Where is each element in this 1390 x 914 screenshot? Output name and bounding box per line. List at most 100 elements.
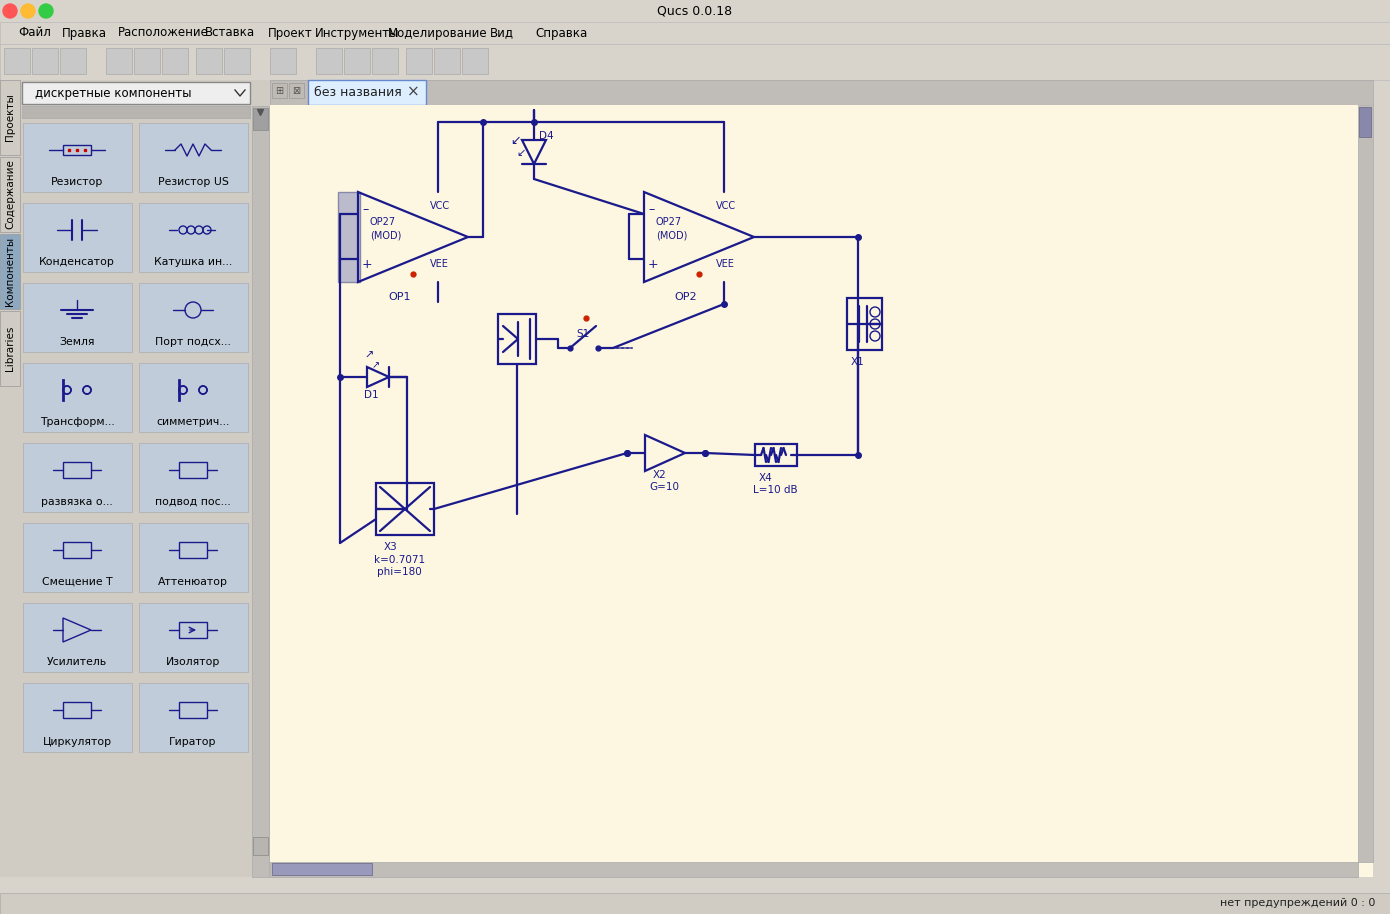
Bar [755, 444, 796, 466]
Bar [179, 702, 207, 718]
Text: Вид: Вид [491, 27, 514, 39]
Text: Трансформ...: Трансформ... [40, 417, 114, 427]
Bar [179, 462, 207, 478]
Text: ↗: ↗ [373, 360, 379, 370]
Text: X2: X2 [653, 470, 667, 480]
Bar [289, 83, 304, 98]
Bar [1358, 105, 1373, 862]
Bar [24, 283, 132, 352]
Text: D1: D1 [364, 390, 378, 400]
Bar [139, 683, 247, 752]
Bar [0, 22, 1390, 44]
Bar [24, 443, 132, 512]
Bar [434, 48, 460, 74]
Circle shape [39, 4, 53, 18]
Text: OP27: OP27 [370, 217, 396, 227]
Text: Усилитель: Усилитель [47, 657, 107, 667]
Bar [106, 48, 132, 74]
Circle shape [21, 4, 35, 18]
Bar [196, 48, 222, 74]
Text: VCC: VCC [430, 201, 450, 211]
Text: ⊞: ⊞ [275, 86, 284, 96]
Bar [179, 542, 207, 558]
Bar [139, 363, 247, 432]
Text: Резистор US: Резистор US [157, 177, 228, 187]
Text: Циркулятор: Циркулятор [43, 737, 111, 747]
Bar [406, 48, 432, 74]
Text: подвод пос...: подвод пос... [156, 497, 231, 507]
Bar [24, 523, 132, 592]
Bar [461, 48, 488, 74]
Text: Содержание: Содержание [6, 160, 15, 229]
Bar [139, 283, 247, 352]
Text: ⊠: ⊠ [292, 86, 300, 96]
Bar [4, 48, 31, 74]
Text: –: – [361, 204, 368, 217]
Bar [0, 157, 19, 232]
Bar [0, 80, 19, 155]
Bar [24, 603, 132, 672]
Circle shape [3, 4, 17, 18]
Text: Файл: Файл [18, 27, 51, 39]
Text: Проекты: Проекты [6, 93, 15, 142]
Text: X4: X4 [759, 473, 773, 483]
Text: Аттенюатор: Аттенюатор [158, 577, 228, 587]
Bar [847, 298, 883, 350]
Text: без названия: без названия [314, 86, 402, 99]
Bar [377, 483, 434, 535]
Text: –: – [648, 204, 655, 217]
Text: ↗: ↗ [364, 351, 374, 361]
Bar [139, 523, 247, 592]
Text: Инструменты: Инструменты [316, 27, 399, 39]
Bar [22, 106, 250, 118]
Text: Qucs 0.0.18: Qucs 0.0.18 [657, 5, 733, 17]
Text: D4: D4 [539, 131, 553, 141]
Text: VEE: VEE [430, 259, 449, 269]
Bar [32, 48, 58, 74]
Bar [63, 462, 90, 478]
Bar [270, 48, 296, 74]
Bar [498, 314, 537, 364]
Text: L=10 dB: L=10 dB [753, 485, 798, 495]
Text: X1: X1 [851, 357, 865, 367]
Text: Смещение Т: Смещение Т [42, 577, 113, 587]
Text: X3: X3 [384, 542, 398, 552]
Bar [253, 108, 268, 130]
Bar [270, 80, 1373, 105]
Bar [139, 203, 247, 272]
Bar [338, 192, 360, 282]
Bar [1359, 107, 1371, 137]
Text: Вставка: Вставка [204, 27, 256, 39]
Bar [19, 80, 270, 877]
Text: Справка: Справка [535, 27, 587, 39]
Bar [270, 862, 1358, 877]
Text: нет предупреждений 0 : 0: нет предупреждений 0 : 0 [1219, 898, 1375, 908]
Bar [24, 683, 132, 752]
Bar [272, 863, 373, 875]
Text: OP2: OP2 [674, 292, 696, 302]
Text: k=0.7071: k=0.7071 [374, 555, 425, 565]
Text: S1: S1 [575, 329, 589, 339]
Text: (MOD): (MOD) [656, 231, 688, 241]
Text: phi=180: phi=180 [377, 567, 421, 577]
Bar [63, 145, 90, 155]
Text: VCC: VCC [716, 201, 737, 211]
Bar [24, 363, 132, 432]
Text: OP1: OP1 [388, 292, 410, 302]
Bar [0, 0, 1390, 22]
Bar [63, 702, 90, 718]
Text: симметрич...: симметрич... [156, 417, 229, 427]
Bar [163, 48, 188, 74]
Text: (MOD): (MOD) [370, 231, 402, 241]
Text: ↙: ↙ [516, 148, 525, 158]
Text: OP27: OP27 [656, 217, 682, 227]
Text: Проект: Проект [268, 27, 313, 39]
Bar [63, 542, 90, 558]
Bar [139, 123, 247, 192]
Text: +: + [648, 258, 659, 271]
Text: Моделирование: Моделирование [388, 27, 488, 39]
Text: ↙: ↙ [510, 134, 520, 147]
Bar [272, 83, 286, 98]
Text: G=10: G=10 [649, 482, 678, 492]
Text: ×: × [407, 84, 420, 100]
